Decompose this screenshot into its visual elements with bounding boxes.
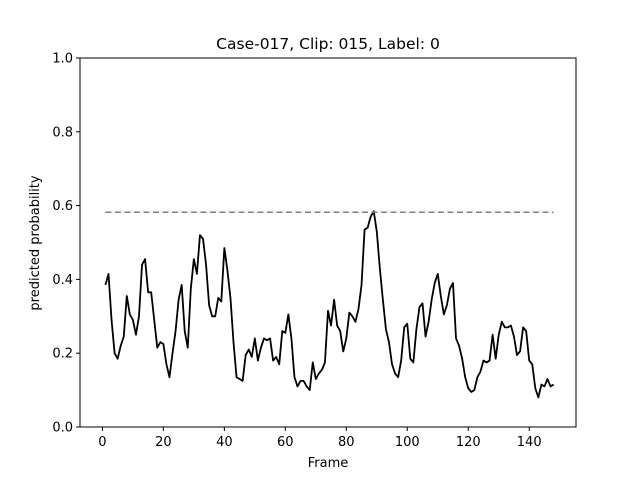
y-tick-label: 0.4 xyxy=(52,273,73,288)
y-tick-label: 0.0 xyxy=(52,421,73,436)
plot-frame xyxy=(79,57,577,428)
y-tick-label: 0.6 xyxy=(52,199,73,214)
y-tick-label: 1.0 xyxy=(52,52,73,67)
y-axis-label: predicted probability xyxy=(28,175,43,310)
y-tick-label: 0.2 xyxy=(52,347,73,362)
probability-line xyxy=(104,210,555,399)
x-tick-label: 140 xyxy=(517,435,542,450)
x-tick-label: 60 xyxy=(277,435,294,450)
axes: 0 20 40 60 80 100 120 140 0.0 0.2 0.4 0.6 0.8 1.0 xyxy=(52,52,577,450)
x-tick-label: 120 xyxy=(456,435,481,450)
plot-area xyxy=(104,210,555,399)
x-tick-label: 80 xyxy=(338,435,355,450)
x-axis-label: Frame xyxy=(308,456,349,471)
x-tick-label: 0 xyxy=(98,435,106,450)
x-tick-label: 100 xyxy=(395,435,420,450)
chart-title: Case-017, Clip: 015, Label: 0 xyxy=(216,35,440,53)
x-tick-label: 20 xyxy=(155,435,172,450)
x-tick-label: 40 xyxy=(216,435,233,450)
y-tick-label: 0.8 xyxy=(52,125,73,140)
